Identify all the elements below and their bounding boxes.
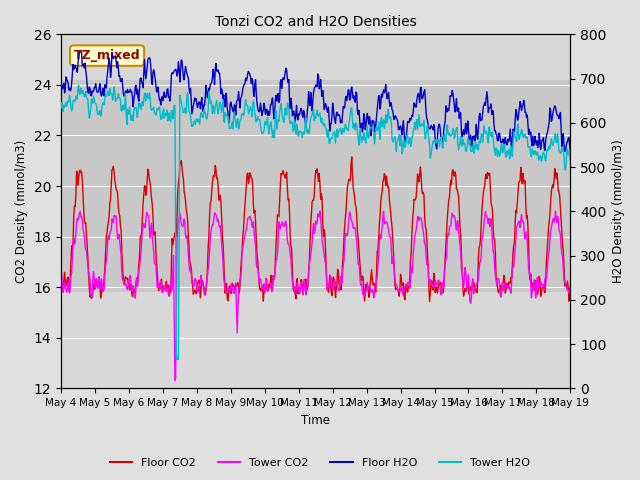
Y-axis label: H2O Density (mmol/m3): H2O Density (mmol/m3) bbox=[612, 140, 625, 283]
X-axis label: Time: Time bbox=[301, 414, 330, 427]
Bar bbox=[61, 80, 570, 292]
Title: Tonzi CO2 and H2O Densities: Tonzi CO2 and H2O Densities bbox=[215, 15, 417, 29]
Y-axis label: CO2 Density (mmol/m3): CO2 Density (mmol/m3) bbox=[15, 140, 28, 283]
Legend: Floor CO2, Tower CO2, Floor H2O, Tower H2O: Floor CO2, Tower CO2, Floor H2O, Tower H… bbox=[105, 453, 535, 472]
Text: TZ_mixed: TZ_mixed bbox=[74, 49, 140, 62]
